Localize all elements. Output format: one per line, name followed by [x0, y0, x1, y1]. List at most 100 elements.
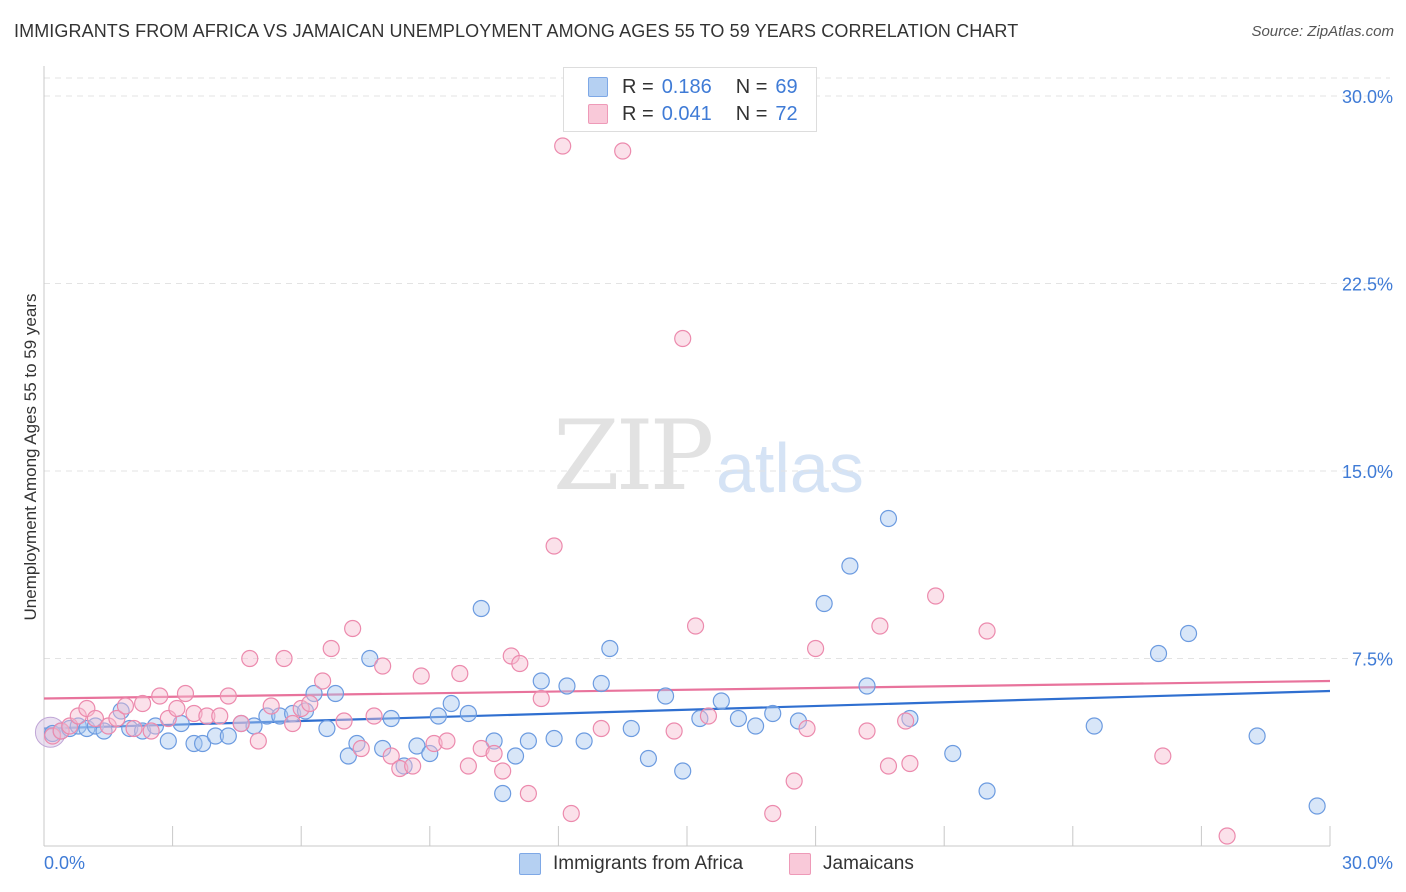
y-tick-label: 22.5%: [1342, 275, 1393, 295]
point-jamaicans: [806, 639, 825, 658]
point-jamaicans: [352, 739, 370, 758]
source-credit: Source: ZipAtlas.com: [1251, 23, 1394, 40]
point-jamaicans: [686, 617, 705, 635]
point-jamaicans: [674, 329, 692, 348]
point-jamaicans: [275, 649, 293, 668]
point-jamaicans: [232, 714, 250, 733]
x-tick-label: 0.0%: [44, 853, 85, 873]
point-africa: [944, 744, 962, 763]
point-africa: [978, 782, 996, 800]
point-africa: [545, 729, 563, 748]
point-jamaicans: [425, 734, 443, 753]
point-jamaicans: [52, 722, 70, 740]
n-value: 72: [775, 102, 798, 125]
point-jamaicans: [978, 622, 996, 640]
point-jamaicans: [927, 587, 945, 605]
point-jamaicans: [108, 709, 126, 728]
point-jamaicans: [532, 689, 550, 708]
point-jamaicans: [451, 664, 469, 683]
data-points: [34, 137, 1326, 845]
point-africa: [442, 694, 460, 713]
point-jamaicans: [301, 694, 319, 713]
point-africa: [1248, 727, 1266, 745]
n-label: N =: [735, 102, 768, 125]
point-africa: [506, 747, 525, 765]
point-jamaicans: [185, 704, 203, 723]
blue-swatch-icon: [519, 853, 541, 875]
point-africa: [729, 709, 748, 728]
n-value: 69: [775, 75, 798, 98]
point-jamaicans: [314, 672, 332, 690]
point-jamaicans: [382, 747, 400, 765]
legend-row-jamaicans: R = 0.041 N = 72: [588, 101, 798, 127]
n-label: N =: [735, 75, 768, 98]
point-jamaicans: [871, 617, 889, 635]
legend-item-africa[interactable]: Immigrants from Africa: [519, 851, 743, 877]
point-africa: [601, 639, 619, 658]
point-africa: [219, 727, 237, 745]
point-jamaicans: [142, 722, 160, 740]
point-africa: [764, 704, 782, 723]
point-jamaicans: [1218, 827, 1236, 845]
point-jamaicans: [897, 712, 915, 730]
point-jamaicans: [1154, 747, 1172, 765]
point-jamaicans: [292, 699, 310, 718]
point-jamaicans: [858, 722, 876, 740]
point-jamaicans: [322, 639, 340, 658]
point-jamaicans: [344, 619, 362, 638]
point-jamaicans: [198, 707, 216, 725]
point-jamaicans: [901, 754, 919, 773]
point-jamaicans: [562, 804, 580, 823]
point-jamaicans: [151, 687, 169, 705]
point-jamaicans: [511, 654, 529, 673]
pink-swatch-icon: [789, 853, 811, 875]
point-jamaicans: [125, 719, 143, 738]
point-africa: [1308, 797, 1326, 815]
r-value: 0.041: [661, 102, 712, 125]
axis-labels: 7.5% 15.0% 22.5% 30.0% 0.0% 30.0% Unemployment…: [21, 87, 1393, 873]
point-africa: [339, 747, 357, 765]
point-jamaicans: [879, 757, 898, 775]
legend-item-jamaicans[interactable]: Jamaicans: [789, 851, 914, 877]
point-jamaicans: [494, 762, 512, 780]
point-africa: [459, 704, 477, 723]
y-axis-label: Unemployment Among Ages 55 to 59 years: [21, 294, 40, 621]
stats-legend: R = 0.186 N = 69 R = 0.041 N = 72: [563, 67, 817, 132]
point-jamaicans: [249, 732, 267, 750]
y-tick-label: 7.5%: [1352, 650, 1393, 670]
point-jamaicans: [86, 709, 105, 728]
blue-swatch-icon: [588, 77, 608, 97]
point-africa: [746, 717, 765, 735]
y-tick-label: 15.0%: [1342, 462, 1393, 482]
point-africa: [575, 732, 593, 750]
chart-title: IMMIGRANTS FROM AFRICA VS JAMAICAN UNEMP…: [14, 21, 1019, 41]
x-tick-label: 30.0%: [1342, 853, 1393, 873]
point-africa: [841, 557, 859, 575]
point-jamaicans: [374, 657, 392, 675]
point-jamaicans: [785, 772, 803, 790]
point-africa: [382, 709, 400, 728]
point-jamaicans: [335, 712, 353, 730]
point-jamaicans: [592, 719, 610, 738]
y-tick-label: 30.0%: [1342, 87, 1393, 107]
point-jamaicans: [168, 699, 186, 718]
point-jamaicans: [699, 707, 718, 725]
point-jamaicans: [412, 667, 430, 685]
trend-line-africa: [43, 689, 1331, 730]
point-africa: [656, 687, 675, 705]
point-africa: [532, 672, 550, 690]
point-jamaicans: [365, 707, 383, 725]
point-africa: [494, 784, 512, 803]
point-jamaicans: [459, 757, 477, 775]
legend-row-africa: R = 0.186 N = 69: [588, 74, 798, 100]
point-africa: [858, 677, 876, 695]
point-africa: [639, 749, 658, 768]
point-jamaicans: [176, 684, 195, 703]
point-jamaicans: [438, 732, 456, 750]
point-africa: [326, 684, 345, 703]
axes: [43, 66, 1331, 847]
point-africa: [421, 744, 439, 763]
point-jamaicans: [391, 759, 409, 778]
point-africa: [206, 727, 225, 745]
point-africa: [408, 737, 426, 755]
